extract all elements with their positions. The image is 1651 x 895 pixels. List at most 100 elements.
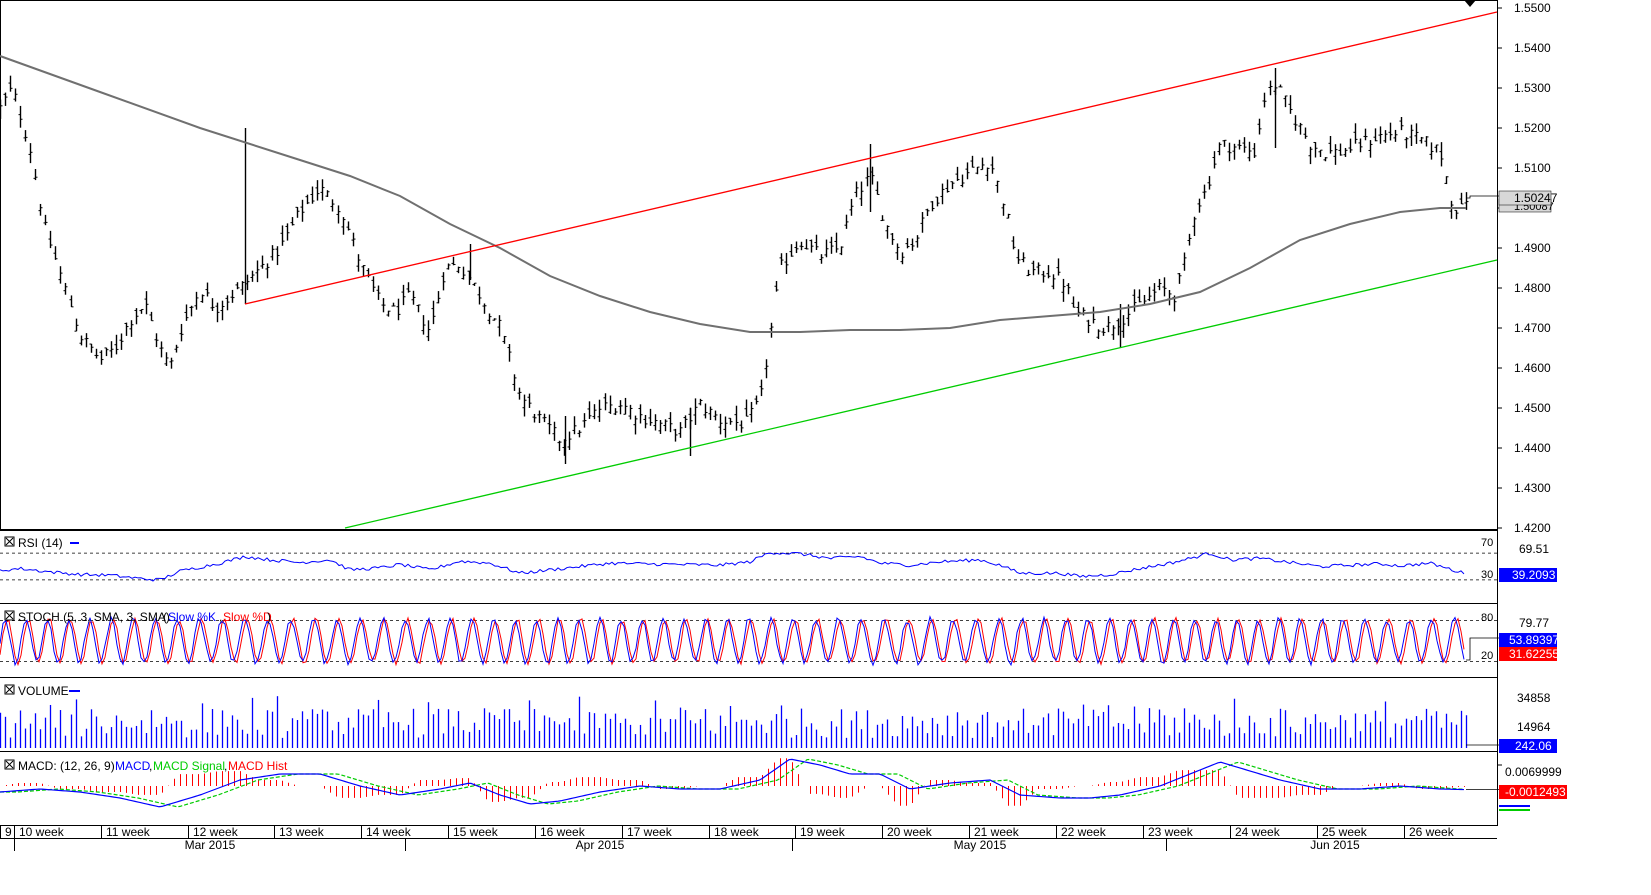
ohlc-bar <box>965 162 970 180</box>
week-label: 25 week <box>1322 825 1368 839</box>
ohlc-bar <box>603 393 608 411</box>
ohlc-bar <box>834 232 839 253</box>
ohlc-bar <box>693 398 698 425</box>
ohlc-bar <box>759 379 764 397</box>
ohlc-bar <box>1378 126 1383 144</box>
ohlc-bar <box>799 241 804 251</box>
ohlc-bar <box>764 359 769 379</box>
stoch-label: STOCH (5, 3, SMA, 3, SMA) <box>18 610 170 624</box>
week-label: 16 week <box>540 825 586 839</box>
ohlc-bar <box>839 246 844 256</box>
ohlc-bar <box>1152 283 1157 302</box>
ohlc-bar <box>955 166 960 181</box>
stoch-d-line <box>0 616 1465 667</box>
ohlc-bar <box>477 286 482 305</box>
ohlc-bar <box>1056 258 1061 276</box>
ohlc-bar <box>744 399 749 417</box>
ohlc-bar <box>1187 233 1192 246</box>
ohlc-bar <box>1091 306 1096 324</box>
ohlc-bar <box>134 308 139 325</box>
ohlc-bar <box>497 315 502 337</box>
ohlc-bar <box>734 405 739 431</box>
svg-text:,: , <box>224 759 227 773</box>
ohlc-bar <box>74 318 79 332</box>
macd-value: -0.0012493 <box>1505 785 1566 799</box>
ohlc-bar <box>1283 95 1288 108</box>
ohlc-bar <box>1031 260 1036 276</box>
ohlc-bar <box>522 394 527 417</box>
ohlc-bar <box>1071 296 1076 308</box>
price-plot <box>0 11 1499 529</box>
ohlc-bar <box>542 413 547 423</box>
ohlc-bar <box>200 294 205 303</box>
ohlc-bar <box>663 419 668 432</box>
ohlc-bar <box>58 266 63 284</box>
ohlc-bar <box>804 239 809 250</box>
ohlc-bar <box>794 241 799 254</box>
ohlc-bar <box>910 238 915 251</box>
lower-channel-line[interactable] <box>344 259 1498 529</box>
macd-panel <box>0 758 1530 811</box>
svg-text:(: ( <box>163 610 167 624</box>
upper-channel-line[interactable] <box>244 11 1498 305</box>
ohlc-bar <box>1227 142 1232 162</box>
ohlc-bar <box>255 260 260 283</box>
week-label: 26 week <box>1409 825 1455 839</box>
ohlc-bar <box>446 263 451 270</box>
ohlc-bar <box>532 413 537 423</box>
month-label: May 2015 <box>954 838 1007 852</box>
ohlc-bar <box>63 282 68 295</box>
volume-panel <box>0 696 1499 748</box>
ohlc-bar <box>940 183 945 205</box>
ohlc-bar <box>1358 138 1363 153</box>
ohlc-bar <box>124 322 129 336</box>
ohlc-bar <box>1328 135 1333 154</box>
week-label: 15 week <box>453 825 499 839</box>
ohlc-bar <box>346 221 351 231</box>
ohlc-bar <box>154 333 159 348</box>
svg-text:1.50247: 1.50247 <box>1514 191 1558 205</box>
ohlc-bar <box>28 143 33 164</box>
ohlc-bar <box>436 291 441 304</box>
ohlc-bar <box>396 298 401 321</box>
ohlc-bar <box>1409 124 1414 146</box>
volume-label: VOLUME <box>18 684 69 698</box>
ohlc-bar <box>386 310 391 317</box>
week-label: 20 week <box>887 825 933 839</box>
scroll-marker-icon[interactable] <box>1464 0 1476 7</box>
ohlc-bar <box>633 415 638 435</box>
volume-tick-high: 34858 <box>1517 691 1551 705</box>
ohlc-bar <box>1121 315 1126 338</box>
ohlc-bar <box>1086 319 1091 334</box>
ohlc-bar <box>1368 140 1373 158</box>
ohlc-bar <box>643 414 648 429</box>
ohlc-bar <box>79 335 84 346</box>
ohlc-bar <box>1066 283 1071 295</box>
ohlc-bar <box>824 239 829 258</box>
ohlc-bar <box>1222 139 1227 147</box>
stoch-k-label: Slow %K <box>168 610 216 624</box>
ohlc-bar <box>1419 136 1424 144</box>
ohlc-bar <box>1278 84 1283 88</box>
ohlc-bar <box>1303 127 1308 139</box>
volume-value-box <box>1499 739 1557 753</box>
svg-text:,: , <box>149 759 152 773</box>
price-tick-label: 1.5500 <box>1514 1 1551 15</box>
price-tick-label: 1.4500 <box>1514 401 1551 415</box>
ohlc-bar <box>1288 95 1293 114</box>
ohlc-bar <box>703 403 708 419</box>
week-label: 9 <box>5 825 12 839</box>
ohlc-bar <box>205 282 210 297</box>
ohlc-bar <box>638 404 643 424</box>
ohlc-bar <box>1393 129 1398 142</box>
ohlc-bar <box>537 410 542 424</box>
ohlc-bar <box>104 347 109 357</box>
ohlc-bar <box>159 341 164 358</box>
ohlc-bar <box>784 252 789 275</box>
ohlc-bar <box>1298 122 1303 135</box>
ohlc-bar <box>597 399 602 422</box>
ohlc-bar <box>980 157 985 171</box>
ohlc-bar <box>859 181 864 207</box>
rsi-value-box <box>1499 568 1557 582</box>
ohlc-bar <box>1247 141 1252 162</box>
